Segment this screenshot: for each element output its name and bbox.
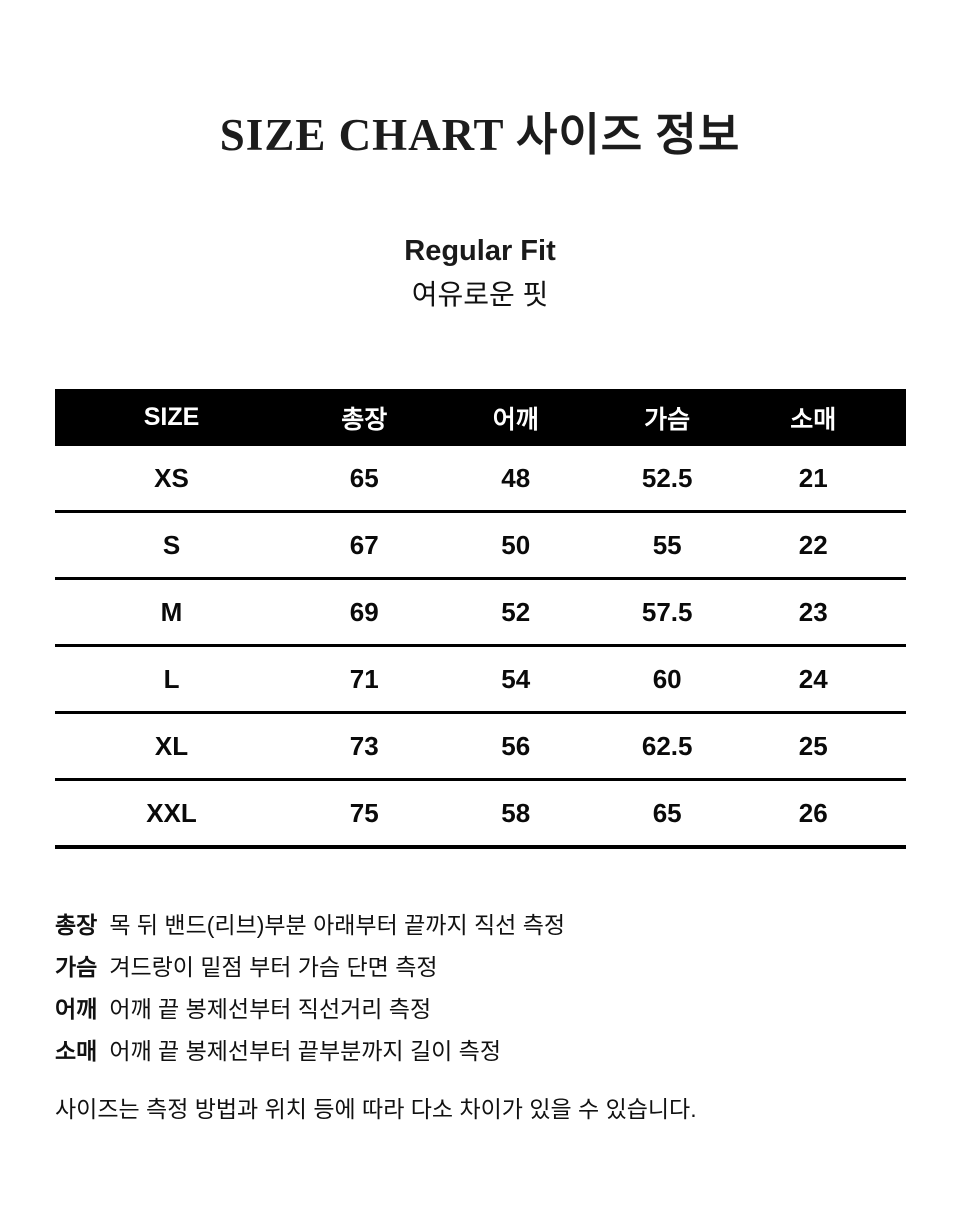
value-cell: 52.5 xyxy=(591,446,743,513)
note-text: 어깨 끝 봉제선부터 끝부분까지 길이 측정 xyxy=(109,1038,501,1064)
value-cell: 73 xyxy=(288,712,440,781)
size-cell: XS xyxy=(54,446,289,513)
value-cell: 54 xyxy=(439,645,592,714)
size-disclaimer: 사이즈는 측정 방법과 위치 등에 따라 다소 차이가 있을 수 있습니다. xyxy=(55,1096,697,1122)
note-line: 가슴 겨드랑이 밑점 부터 가슴 단면 측정 xyxy=(55,946,960,988)
value-cell: 21 xyxy=(742,446,906,513)
table-row: M 69 52 57.5 23 xyxy=(54,578,906,647)
value-cell: 58 xyxy=(439,779,592,849)
value-cell: 50 xyxy=(439,511,592,580)
column-header-shoulder: 어깨 xyxy=(439,389,592,446)
size-chart-page: SIZE CHART 사이즈 정보 Regular Fit 여유로운 핏 SIZ… xyxy=(54,110,960,1122)
value-cell: 56 xyxy=(439,712,592,781)
value-cell: 60 xyxy=(591,645,743,714)
note-text: 어깨 끝 봉제선부터 직선거리 측정 xyxy=(109,996,432,1022)
value-cell: 22 xyxy=(742,511,906,580)
note-label: 소매 xyxy=(55,1038,98,1064)
column-header-chest: 가슴 xyxy=(591,389,743,446)
value-cell: 57.5 xyxy=(591,578,743,647)
value-cell: 65 xyxy=(591,779,743,849)
value-cell: 25 xyxy=(742,712,906,781)
value-cell: 23 xyxy=(742,578,906,647)
table-row: S 67 50 55 22 xyxy=(54,511,906,580)
value-cell: 26 xyxy=(742,779,906,849)
table-header-row: SIZE 총장 어깨 가슴 소매 xyxy=(54,389,906,446)
note-line: 총장 목 뒤 밴드(리브)부분 아래부터 끝까지 직선 측정 xyxy=(55,904,960,946)
value-cell: 69 xyxy=(288,578,440,647)
note-line: 어깨 어깨 끝 봉제선부터 직선거리 측정 xyxy=(55,988,960,1030)
note-label: 총장 xyxy=(55,912,98,938)
size-cell: S xyxy=(54,511,289,580)
column-header-sleeve: 소매 xyxy=(742,389,906,446)
value-cell: 67 xyxy=(288,511,440,580)
fit-label-ko: 여유로운 핏 xyxy=(411,279,549,310)
table-row: XL 73 56 62.5 25 xyxy=(54,712,906,781)
note-label: 가슴 xyxy=(55,954,98,980)
size-cell: M xyxy=(54,578,289,647)
note-line: 소매 어깨 끝 봉제선부터 끝부분까지 길이 측정 xyxy=(55,1030,960,1072)
measurement-notes: 총장 목 뒤 밴드(리브)부분 아래부터 끝까지 직선 측정 가슴 겨드랑이 밑점 … xyxy=(55,904,960,1072)
value-cell: 65 xyxy=(288,446,440,513)
value-cell: 62.5 xyxy=(591,712,743,781)
fit-label-en: Regular Fit xyxy=(404,235,556,267)
table-row: XS 65 48 52.5 21 xyxy=(54,446,906,513)
size-cell: L xyxy=(54,645,289,714)
value-cell: 71 xyxy=(288,645,440,714)
table-row: L 71 54 60 24 xyxy=(54,645,906,714)
table-row: XXL 75 58 65 26 xyxy=(54,779,906,849)
value-cell: 24 xyxy=(742,645,906,714)
size-cell: XL xyxy=(54,712,289,781)
size-cell: XXL xyxy=(54,779,289,849)
value-cell: 55 xyxy=(591,511,743,580)
column-header-total-length: 총장 xyxy=(288,389,440,446)
value-cell: 52 xyxy=(439,578,592,647)
note-label: 어깨 xyxy=(55,996,98,1022)
value-cell: 75 xyxy=(288,779,440,849)
column-header-size: SIZE xyxy=(54,389,289,446)
note-text: 목 뒤 밴드(리브)부분 아래부터 끝까지 직선 측정 xyxy=(109,912,566,938)
value-cell: 48 xyxy=(439,446,592,513)
size-table: SIZE 총장 어깨 가슴 소매 XS 65 48 52.5 21 S 67 5… xyxy=(54,389,906,849)
page-title: SIZE CHART 사이즈 정보 xyxy=(219,110,741,160)
note-text: 겨드랑이 밑점 부터 가슴 단면 측정 xyxy=(109,954,438,980)
